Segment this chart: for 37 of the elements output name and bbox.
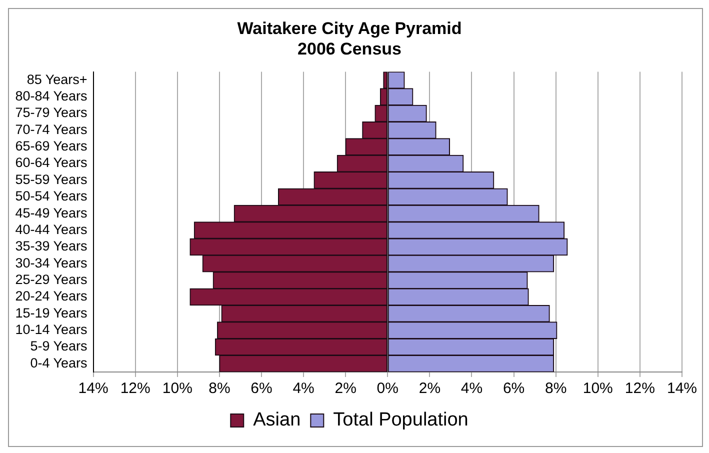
x-tick-label: 2% [418, 380, 441, 398]
legend-label: Total Population [333, 410, 468, 431]
chart-title: Waitakere City Age Pyramid [237, 18, 462, 38]
y-tick-label: 85 Years+ [26, 72, 88, 87]
y-tick-label: 20-24 Years [15, 288, 88, 304]
y-tick-label: 10-14 Years [15, 322, 88, 338]
legend-label: Asian [253, 410, 301, 431]
x-tick-label: 12% [120, 380, 150, 398]
y-tick-label: 65-69 Years [15, 138, 88, 154]
y-tick-label: 15-19 Years [15, 305, 88, 320]
y-tick-label: 5-9 Years [30, 338, 88, 354]
y-tick-label: 55-59 Years [15, 172, 88, 187]
y-tick-label: 50-54 Years [15, 188, 88, 204]
y-tick-label: 75-79 Years [15, 105, 88, 120]
x-tick-label: 14% [666, 380, 698, 398]
y-tick-label: 30-34 Years [15, 255, 88, 270]
x-tick-label: 8% [545, 380, 567, 398]
y-tick-label: 35-39 Years [15, 238, 88, 254]
x-tick-label: 10% [162, 380, 192, 398]
y-tick-label: 70-74 Years [15, 122, 88, 137]
x-tick-label: 6% [250, 380, 272, 398]
y-tick-label: 45-49 Years [15, 205, 88, 220]
x-tick-label: 0% [376, 380, 398, 398]
x-tick-label: 10% [582, 380, 613, 398]
y-tick-label: 25-29 Years [15, 272, 88, 287]
y-tick-label: 40-44 Years [15, 222, 88, 237]
y-tick-label: 0-4 Years [30, 355, 88, 370]
y-tick-label: 80-84 Years [15, 88, 88, 104]
x-tick-label: 14% [78, 380, 108, 398]
x-tick-label: 2% [334, 380, 356, 398]
chart-subtitle: 2006 Census [298, 39, 402, 58]
x-tick-label: 4% [460, 380, 483, 398]
x-tick-label: 6% [502, 380, 525, 398]
x-tick-label: 4% [292, 380, 314, 398]
x-tick-label: 8% [208, 380, 230, 398]
y-tick-label: 60-64 Years [15, 155, 88, 170]
x-tick-label: 12% [624, 380, 655, 398]
